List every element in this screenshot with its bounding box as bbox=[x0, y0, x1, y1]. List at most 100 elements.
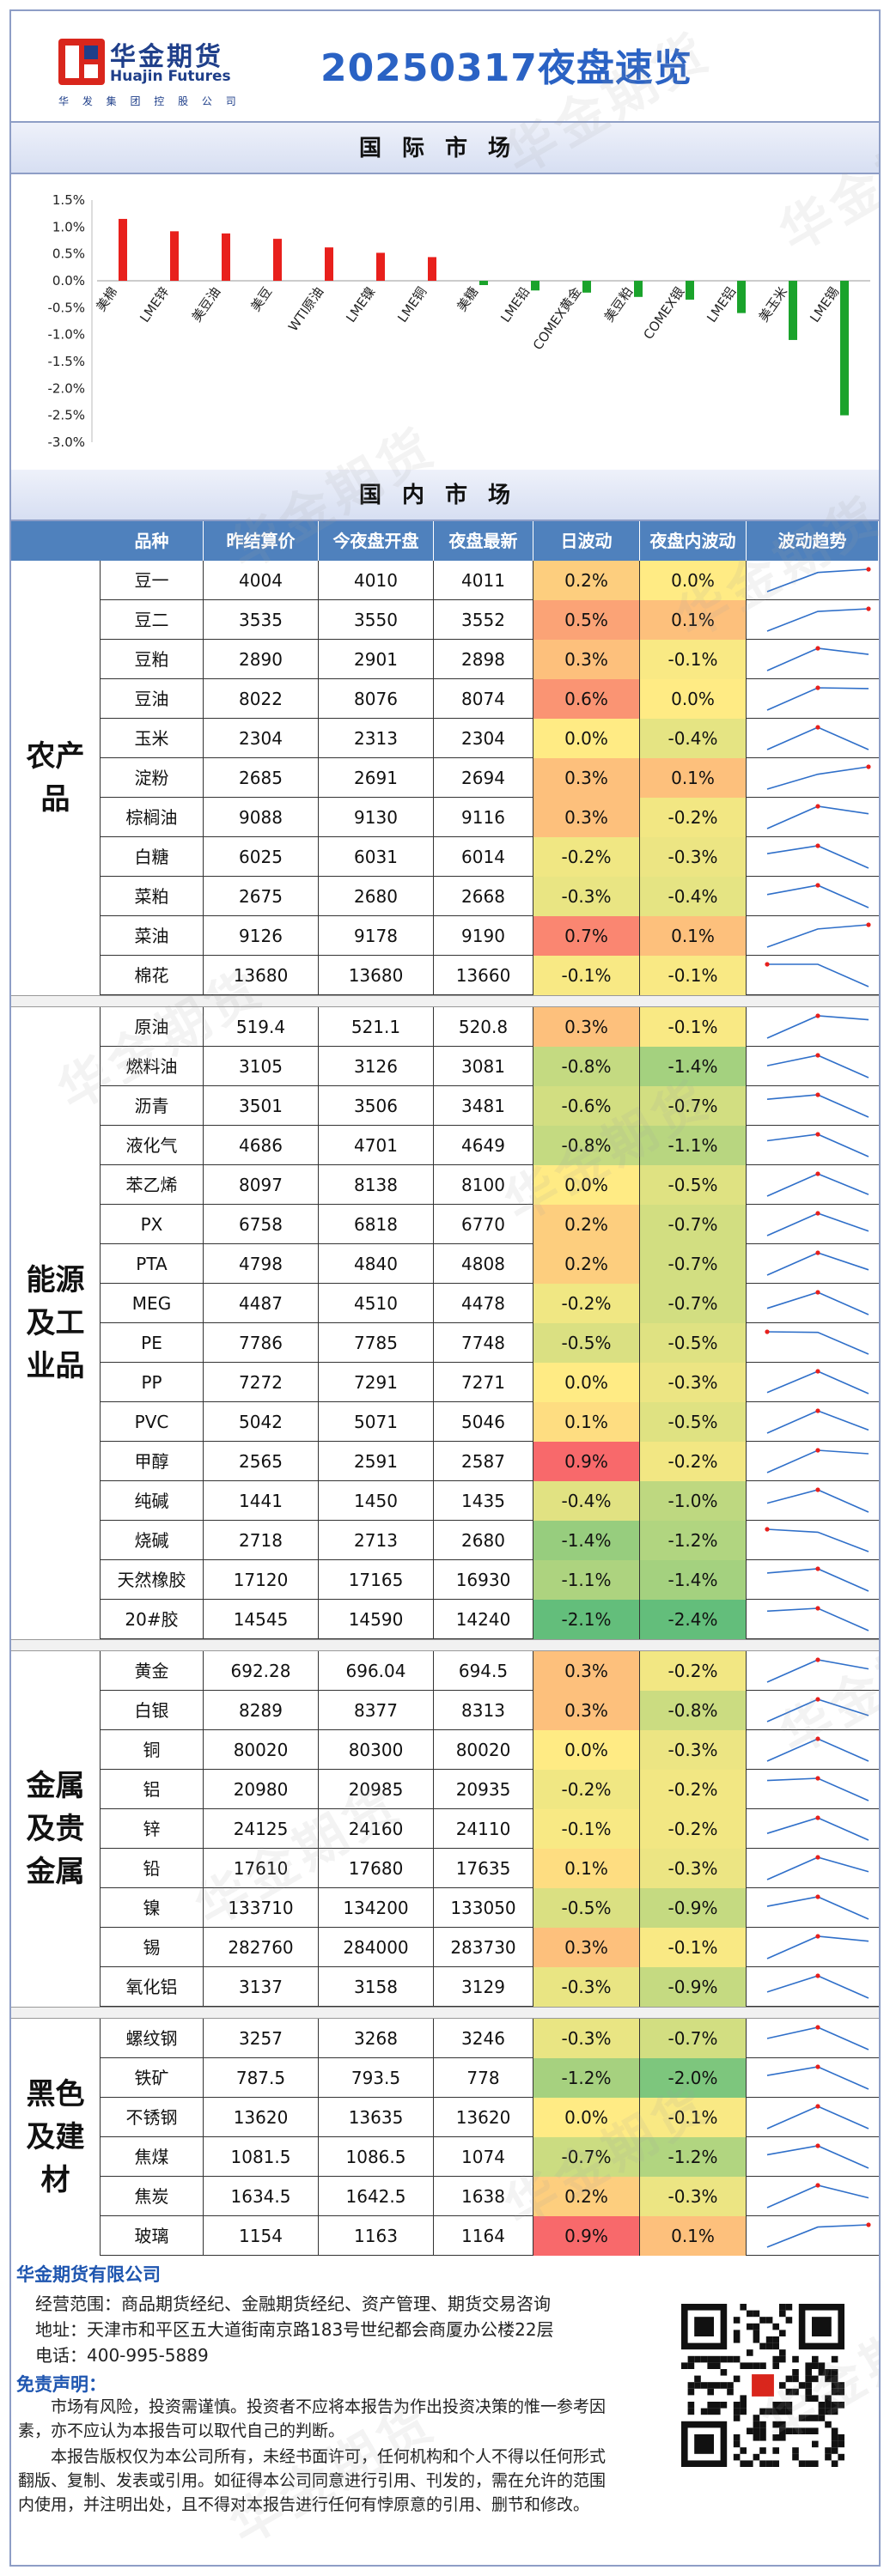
x-tick-label: 美豆 bbox=[247, 284, 275, 314]
cell-last: 4478 bbox=[434, 1284, 533, 1323]
sparkline-path bbox=[766, 1817, 869, 1841]
cell-open: 13680 bbox=[319, 956, 434, 995]
bar-7 bbox=[428, 257, 436, 281]
trend-sparkline bbox=[766, 1171, 869, 1197]
cell-prev: 1154 bbox=[204, 2216, 319, 2256]
cell-prev: 9126 bbox=[204, 916, 319, 956]
cell-prev: 4798 bbox=[204, 1244, 319, 1284]
y-tick-label: -0.5% bbox=[47, 300, 85, 315]
table-row: 甲醇 2565 2591 2587 0.9% -0.2% bbox=[101, 1442, 879, 1481]
table-row: 不锈钢 13620 13635 13620 0.0% -0.1% bbox=[101, 2098, 879, 2137]
cell-open: 8138 bbox=[319, 1165, 434, 1205]
cell-day: -0.2% bbox=[533, 1770, 640, 1809]
cell-night: -0.7% bbox=[640, 1205, 747, 1244]
table-row: 燃料油 3105 3126 3081 -0.8% -1.4% bbox=[101, 1047, 879, 1086]
cell-night: -0.2% bbox=[640, 1651, 747, 1691]
report-header: 华金期货 Huajin Futures 华 发 集 团 控 股 公 司 2025… bbox=[11, 11, 879, 123]
sparkline-path bbox=[766, 1856, 869, 1880]
cell-open: 1642.5 bbox=[319, 2177, 434, 2216]
cell-prev: 24125 bbox=[204, 1809, 319, 1849]
cell-open: 1163 bbox=[319, 2216, 434, 2256]
trend-sparkline bbox=[766, 2183, 869, 2208]
group-label: 农产品 bbox=[11, 561, 101, 995]
sparkline-high-marker bbox=[765, 1329, 770, 1334]
cell-name: PVC bbox=[101, 1402, 204, 1442]
sparkline-path bbox=[766, 805, 869, 829]
column-header: 夜盘最新 bbox=[434, 521, 533, 561]
cell-name: 液化气 bbox=[101, 1126, 204, 1165]
cell-open: 14590 bbox=[319, 1600, 434, 1639]
company-logo: 华金期货 Huajin Futures 华 发 集 团 控 股 公 司 bbox=[58, 30, 256, 107]
cell-day: -0.5% bbox=[533, 1323, 640, 1363]
x-tick-label: LME镍 bbox=[343, 284, 378, 325]
cell-day: -0.3% bbox=[533, 1967, 640, 2007]
trend-sparkline bbox=[766, 685, 869, 711]
trend-sparkline bbox=[766, 1487, 869, 1513]
trend-sparkline bbox=[766, 1894, 869, 1920]
cell-name: 镍 bbox=[101, 1888, 204, 1928]
cell-night: -0.3% bbox=[640, 1363, 747, 1402]
trend-sparkline bbox=[766, 1815, 869, 1841]
cell-open: 3158 bbox=[319, 1967, 434, 2007]
x-tick-label: 美玉米 bbox=[756, 284, 791, 325]
cell-open: 6818 bbox=[319, 1205, 434, 1244]
cell-name: 菜粕 bbox=[101, 877, 204, 916]
sparkline-high-marker bbox=[815, 2104, 820, 2109]
cell-prev: 2565 bbox=[204, 1442, 319, 1481]
sparkline-high-marker bbox=[815, 1092, 820, 1097]
cell-day: 0.3% bbox=[533, 640, 640, 679]
trend-sparkline bbox=[766, 2143, 869, 2169]
trend-sparkline bbox=[766, 2064, 869, 2090]
sparkline-high-marker bbox=[866, 764, 871, 769]
group-separator bbox=[11, 1639, 879, 1651]
y-tick-label: 1.5% bbox=[52, 192, 85, 208]
table-row: PX 6758 6818 6770 0.2% -0.7% bbox=[101, 1205, 879, 1244]
cell-prev: 8289 bbox=[204, 1691, 319, 1730]
trend-sparkline bbox=[766, 804, 869, 829]
cell-day: -0.2% bbox=[533, 837, 640, 877]
cell-last: 2898 bbox=[434, 640, 533, 679]
cell-day: 0.1% bbox=[533, 1849, 640, 1888]
cell-day: -1.1% bbox=[533, 1560, 640, 1600]
cell-open: 13635 bbox=[319, 2098, 434, 2137]
y-tick-label: 0.0% bbox=[52, 273, 85, 289]
cell-last: 520.8 bbox=[434, 1007, 533, 1047]
cell-last: 4808 bbox=[434, 1244, 533, 1284]
cell-day: 0.3% bbox=[533, 1928, 640, 1967]
cell-open: 7785 bbox=[319, 1323, 434, 1363]
table-row: 螺纹钢 3257 3268 3246 -0.3% -0.7% bbox=[101, 2019, 879, 2058]
cell-name: 天然橡胶 bbox=[101, 1560, 204, 1600]
cell-prev: 8022 bbox=[204, 679, 319, 719]
cell-last: 16930 bbox=[434, 1560, 533, 1600]
sparkline-path bbox=[766, 1896, 869, 1920]
cell-day: 0.2% bbox=[533, 2177, 640, 2216]
cell-name: 焦煤 bbox=[101, 2137, 204, 2177]
table-row: 焦煤 1081.5 1086.5 1074 -0.7% -1.2% bbox=[101, 2137, 879, 2177]
table-row: 纯碱 1441 1450 1435 -0.4% -1.0% bbox=[101, 1481, 879, 1521]
cell-day: 0.2% bbox=[533, 1205, 640, 1244]
sparkline-path bbox=[766, 1975, 869, 1999]
cell-open: 5071 bbox=[319, 1402, 434, 1442]
group-label-text: 黑色及建材 bbox=[26, 2077, 85, 2197]
x-tick-label: 美糖 bbox=[454, 284, 481, 314]
report-footer: 华金期货有限公司 经营范围：商品期货经纪、金融期货经纪、资产管理、期货交易咨询 … bbox=[11, 2252, 879, 2565]
cell-day: -0.1% bbox=[533, 1809, 640, 1849]
cell-night: -1.2% bbox=[640, 1521, 747, 1560]
cell-prev: 133710 bbox=[204, 1888, 319, 1928]
table-row: 白糖 6025 6031 6014 -0.2% -0.3% bbox=[101, 837, 879, 877]
cell-name: 棉花 bbox=[101, 956, 204, 995]
cell-day: -0.8% bbox=[533, 1047, 640, 1086]
trend-sparkline bbox=[766, 883, 869, 908]
column-header: 日波动 bbox=[533, 521, 640, 561]
sparkline-path bbox=[766, 1331, 869, 1355]
cell-open: 2591 bbox=[319, 1442, 434, 1481]
table-row: 淀粉 2685 2691 2694 0.3% 0.1% bbox=[101, 758, 879, 798]
cell-last: 3246 bbox=[434, 2019, 533, 2058]
report-page: 华金期货 Huajin Futures 华 发 集 团 控 股 公 司 2025… bbox=[9, 9, 881, 2567]
bar-10 bbox=[582, 281, 591, 293]
cell-prev: 3501 bbox=[204, 1086, 319, 1126]
bar-6 bbox=[376, 252, 385, 281]
trend-sparkline bbox=[766, 1290, 869, 1315]
cell-last: 778 bbox=[434, 2058, 533, 2098]
cell-open: 20985 bbox=[319, 1770, 434, 1809]
